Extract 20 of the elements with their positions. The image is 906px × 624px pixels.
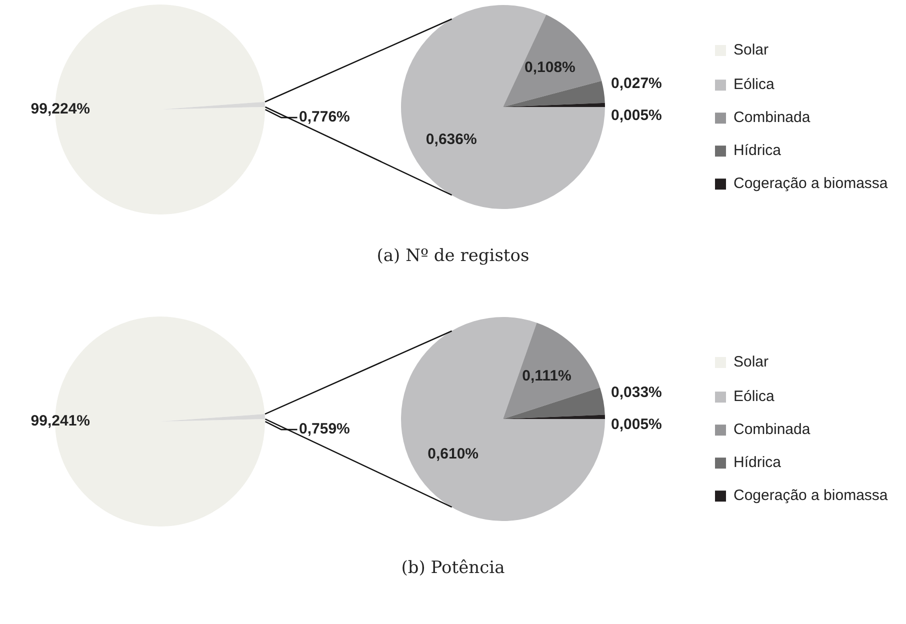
legend-label: Cogeração a biomassa: [734, 487, 888, 504]
data-label: 0,005%: [611, 106, 662, 124]
legend-label: Combinada: [734, 421, 811, 438]
data-label: 99,224%: [30, 100, 90, 118]
legend-label: Cogeração a biomassa: [734, 175, 888, 192]
legend-label: Hídrica: [734, 142, 782, 160]
legend-label: Solar: [734, 42, 769, 59]
legend-label: Combinada: [734, 109, 811, 126]
text: (b) Potência: [400, 558, 506, 578]
data-label: 0,005%: [611, 416, 662, 434]
legend-label: Solar: [734, 354, 769, 371]
data-label: 0,111%: [522, 367, 572, 384]
data-label: 0,033%: [611, 384, 662, 402]
data-label: 0,027%: [611, 74, 662, 92]
legend-label: Eólica: [734, 388, 776, 406]
legend-label: Eólica: [734, 76, 776, 94]
legend-label: Hídrica: [734, 454, 782, 472]
data-label: 0,108%: [524, 58, 576, 76]
text: (a) Nº de registos: [376, 246, 530, 266]
data-label: 99,241%: [30, 412, 90, 430]
